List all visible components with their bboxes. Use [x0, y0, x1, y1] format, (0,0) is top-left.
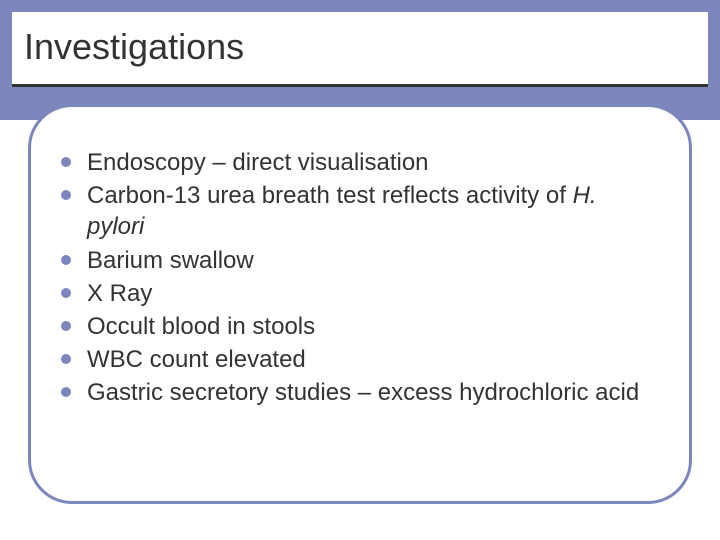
bullet-item: WBC count elevated: [61, 344, 655, 375]
bullet-text: Occult blood in stools: [87, 311, 655, 342]
bullet-dot-icon: [61, 190, 71, 200]
bullet-list: Endoscopy – direct visualisationCarbon-1…: [61, 147, 655, 409]
bullet-dot-icon: [61, 354, 71, 364]
bullet-item: Gastric secretory studies – excess hydro…: [61, 377, 655, 408]
bullet-text: Endoscopy – direct visualisation: [87, 147, 655, 178]
bullet-item: Endoscopy – direct visualisation: [61, 147, 655, 178]
slide-title: Investigations: [24, 26, 696, 68]
bullet-text: Gastric secretory studies – excess hydro…: [87, 377, 655, 408]
bullet-dot-icon: [61, 387, 71, 397]
title-box: Investigations: [12, 12, 708, 84]
bullet-dot-icon: [61, 321, 71, 331]
bullet-item: Barium swallow: [61, 245, 655, 276]
content-box: Endoscopy – direct visualisationCarbon-1…: [28, 104, 692, 504]
title-underline: [12, 84, 708, 87]
bullet-dot-icon: [61, 288, 71, 298]
bullet-text: WBC count elevated: [87, 344, 655, 375]
bullet-text: X Ray: [87, 278, 655, 309]
bullet-item: Carbon-13 urea breath test reflects acti…: [61, 180, 655, 242]
bullet-dot-icon: [61, 255, 71, 265]
bullet-item: X Ray: [61, 278, 655, 309]
bullet-item: Occult blood in stools: [61, 311, 655, 342]
bullet-text: Barium swallow: [87, 245, 655, 276]
bullet-text: Carbon-13 urea breath test reflects acti…: [87, 180, 655, 242]
bullet-dot-icon: [61, 157, 71, 167]
